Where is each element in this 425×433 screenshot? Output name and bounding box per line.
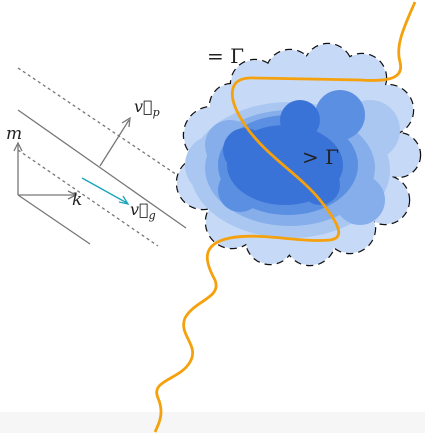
- m-label: m: [6, 124, 22, 144]
- k-label: k: [72, 190, 82, 210]
- equal-label: = Γ: [207, 44, 244, 68]
- cloud: [177, 44, 420, 265]
- vp-arrow: [100, 120, 129, 166]
- wave-diagram: [14, 68, 192, 246]
- diagram: = Γ > Γ m k v⃗p v⃗g: [0, 0, 425, 433]
- bottom-strip: [0, 412, 425, 433]
- solid-front: [18, 110, 186, 228]
- dashed-front: [18, 150, 158, 246]
- greater-label: > Γ: [302, 145, 339, 169]
- vp-label: v⃗p: [134, 97, 160, 119]
